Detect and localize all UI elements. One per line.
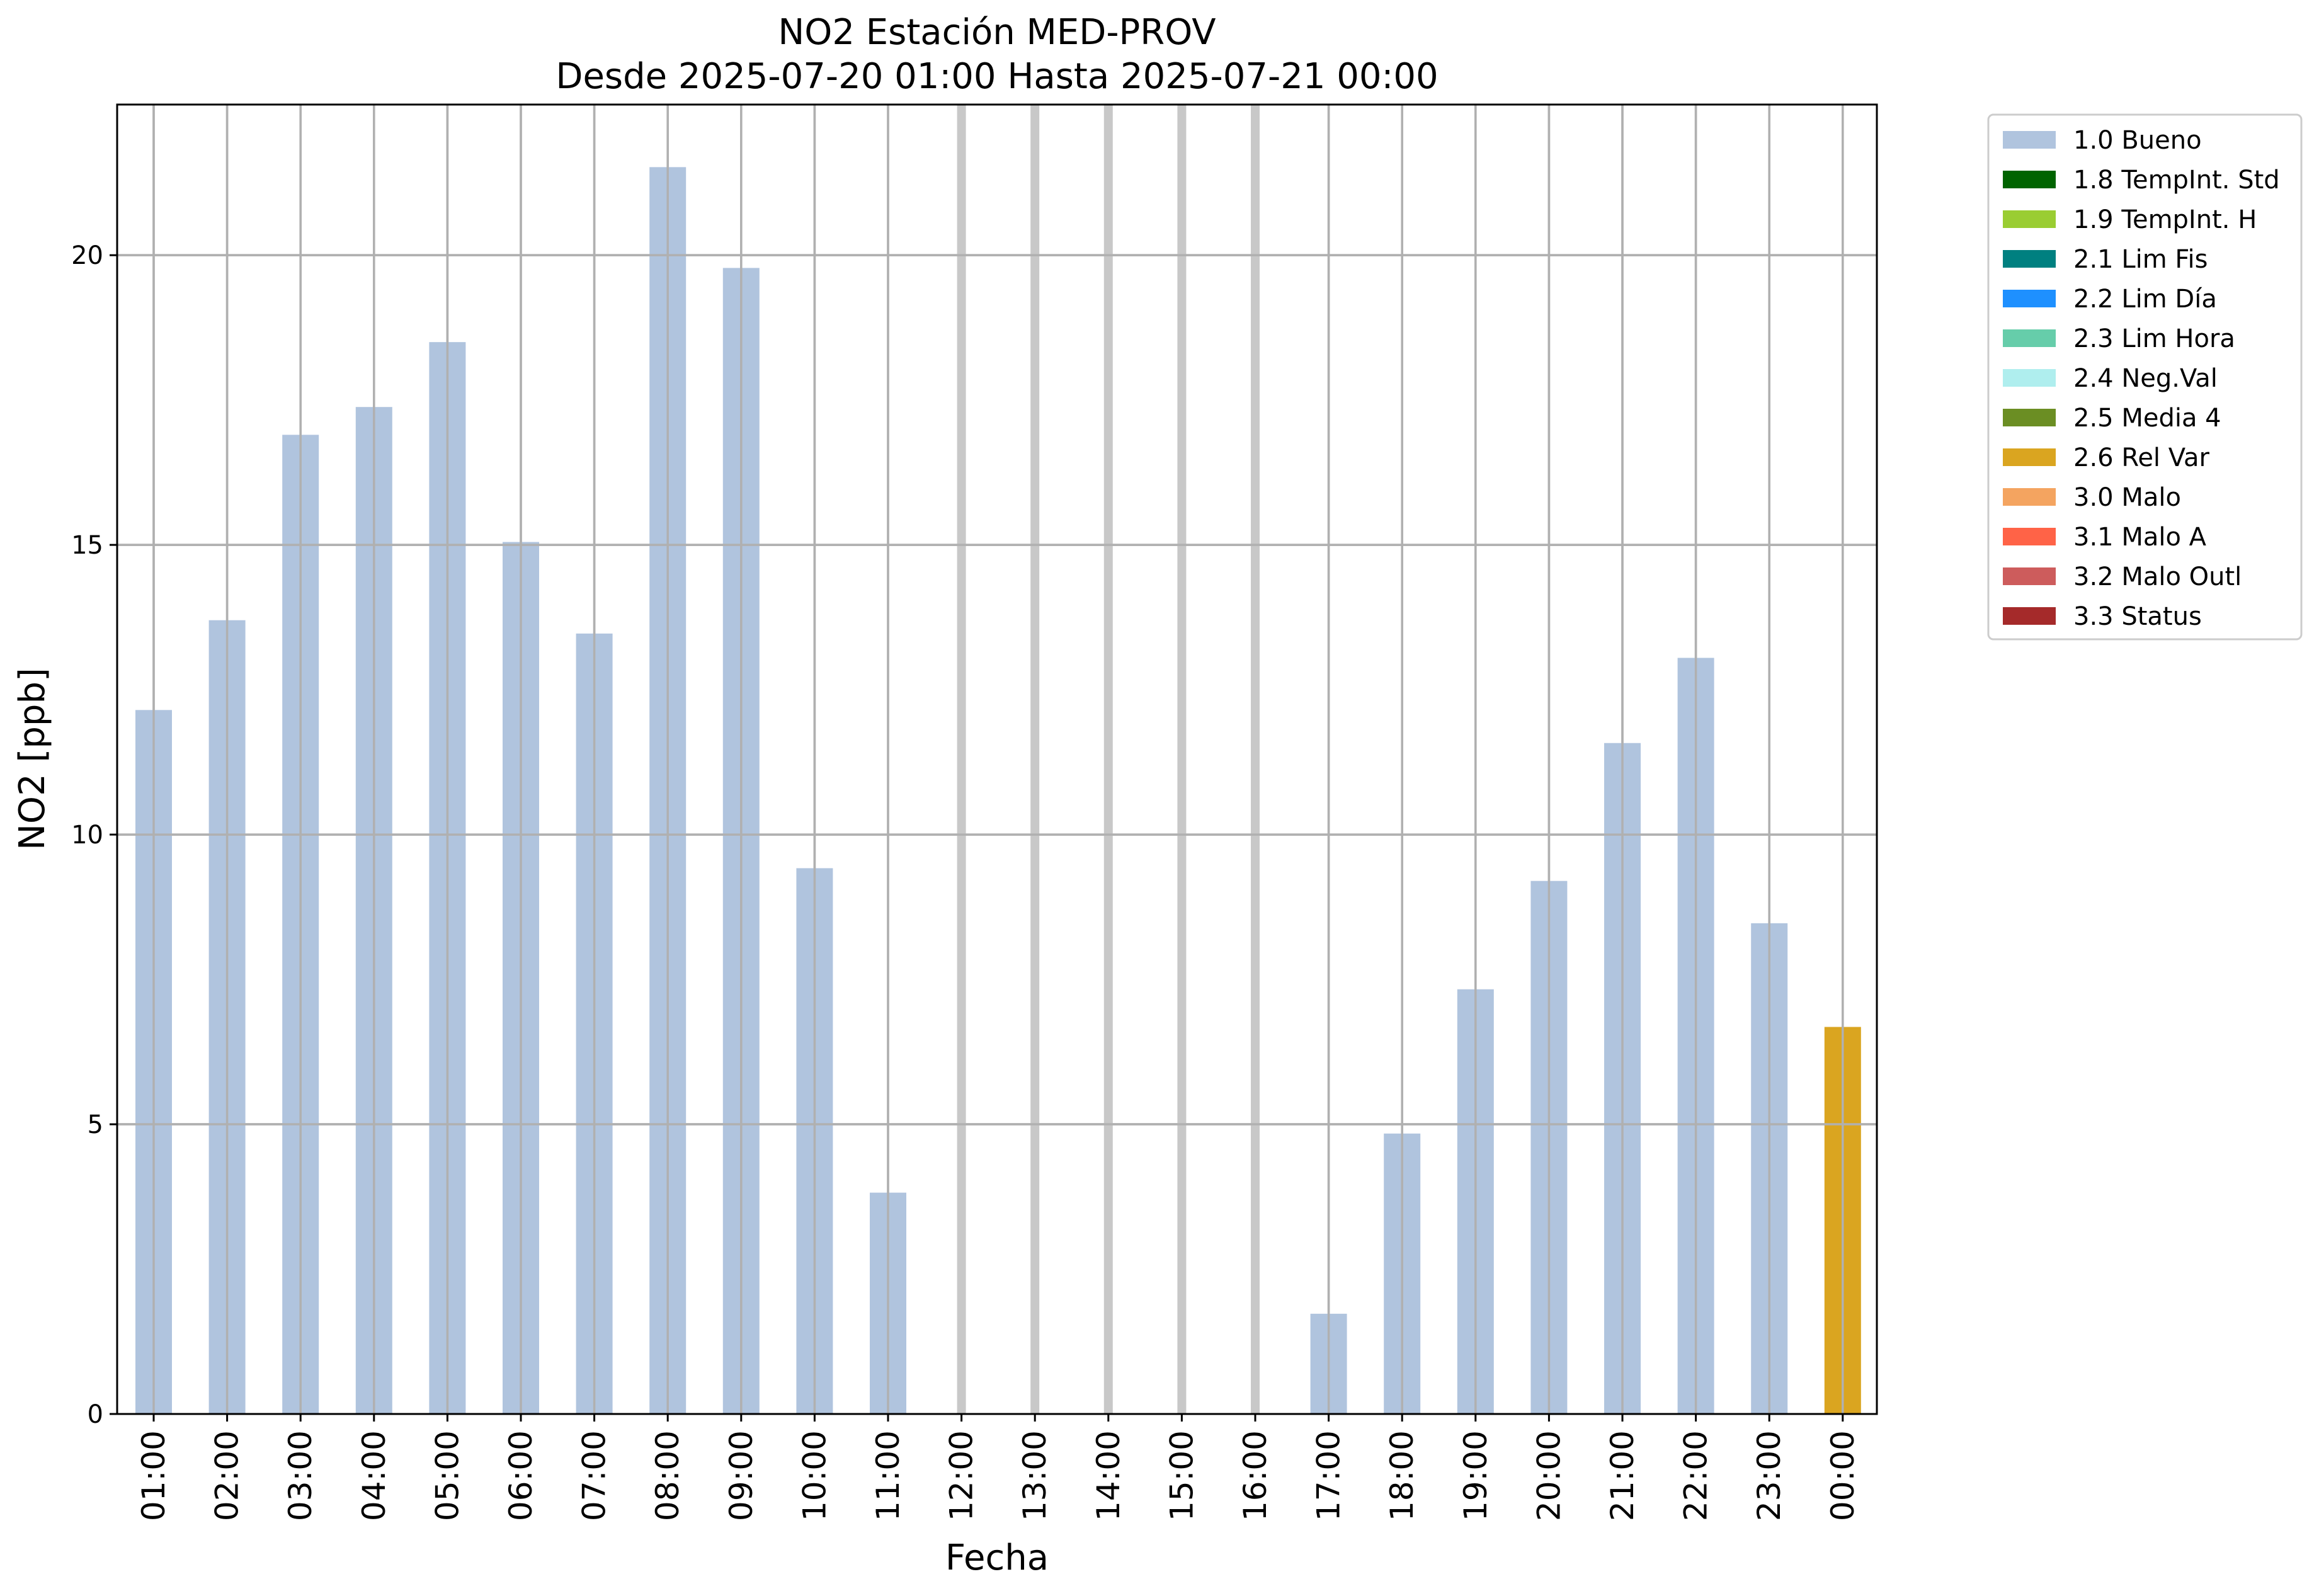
legend-label: 3.2 Malo Outl (2073, 562, 2242, 591)
x-tick-label: 10:00 (796, 1430, 833, 1521)
x-tick-label: 06:00 (503, 1430, 539, 1521)
x-tick-label: 01:00 (135, 1430, 172, 1521)
x-tick-label: 07:00 (576, 1430, 613, 1521)
legend-swatch (2003, 607, 2056, 625)
legend-swatch (2003, 448, 2056, 466)
y-tick-label: 5 (88, 1110, 103, 1139)
x-tick-label: 18:00 (1384, 1430, 1420, 1521)
legend-label: 2.4 Neg.Val (2073, 364, 2218, 393)
x-axis-label: Fecha (945, 1537, 1049, 1578)
legend-label: 2.2 Lim Día (2073, 285, 2217, 314)
legend-label: 3.3 Status (2073, 602, 2202, 631)
legend-swatch (2003, 567, 2056, 585)
legend-swatch (2003, 329, 2056, 347)
legend-label: 3.0 Malo (2073, 483, 2181, 512)
x-tick-label: 03:00 (282, 1430, 319, 1521)
legend-label: 2.6 Rel Var (2073, 443, 2210, 472)
legend-swatch (2003, 528, 2056, 545)
y-axis-label: NO2 [ppb] (12, 668, 53, 850)
bars (117, 105, 1877, 1415)
plot-area (116, 103, 1878, 1415)
legend-label: 2.1 Lim Fis (2073, 245, 2208, 274)
legend-label: 3.1 Malo A (2073, 523, 2207, 552)
x-tick-label: 21:00 (1604, 1430, 1641, 1521)
x-tick-label: 11:00 (870, 1430, 906, 1521)
legend-swatch (2003, 250, 2056, 268)
x-tick-label: 23:00 (1751, 1430, 1787, 1521)
legend-frame (1987, 113, 2303, 641)
x-tick-label: 20:00 (1530, 1430, 1567, 1521)
axis-ticks: 0 5 10 15 20 01:00 02:00 03:00 04:00 05:00 06:00 07… (71, 241, 1861, 1521)
x-tick-label: 15:00 (1163, 1430, 1200, 1521)
legend-swatch (2003, 488, 2056, 506)
x-tick-label: 09:00 (723, 1430, 760, 1521)
x-tick-label: 08:00 (649, 1430, 686, 1521)
x-tick-label: 04:00 (356, 1430, 392, 1521)
x-tick-label: 17:00 (1311, 1430, 1347, 1521)
x-tick-label: 19:00 (1457, 1430, 1494, 1521)
legend-label: 1.9 TempInt. H (2073, 205, 2257, 234)
y-tick-label: 10 (71, 821, 103, 850)
legend-swatch (2003, 210, 2056, 228)
legend-label: 2.5 Media 4 (2073, 404, 2221, 433)
x-tick-label: 00:00 (1825, 1430, 1861, 1521)
x-tick-label: 14:00 (1090, 1430, 1127, 1521)
legend-swatch (2003, 409, 2056, 426)
legend-label: 1.8 TempInt. Std (2073, 166, 2280, 195)
x-tick-label: 02:00 (209, 1430, 246, 1521)
y-tick-label: 0 (88, 1400, 103, 1429)
chart-title: NO2 Estación MED-PROV (778, 12, 1216, 53)
legend-swatch (2003, 369, 2056, 387)
legend-label: 1.0 Bueno (2073, 126, 2202, 155)
legend-swatch (2003, 290, 2056, 307)
y-tick-label: 20 (71, 241, 103, 270)
x-tick-label: 05:00 (429, 1430, 465, 1521)
x-tick-label: 13:00 (1017, 1430, 1053, 1521)
legend: 1.0 Bueno 1.8 TempInt. Std 1.9 TempInt. H 2… (1987, 113, 2303, 641)
chart-subtitle: Desde 2025-07-20 01:00 Hasta 2025-07-21 … (556, 56, 1438, 97)
x-tick-label: 22:00 (1678, 1430, 1714, 1521)
legend-swatch (2003, 131, 2056, 149)
x-tick-label: 16:00 (1237, 1430, 1273, 1521)
y-tick-label: 15 (71, 531, 103, 560)
legend-label: 2.3 Lim Hora (2073, 324, 2235, 353)
x-tick-label: 12:00 (943, 1430, 980, 1521)
legend-swatch (2003, 171, 2056, 188)
